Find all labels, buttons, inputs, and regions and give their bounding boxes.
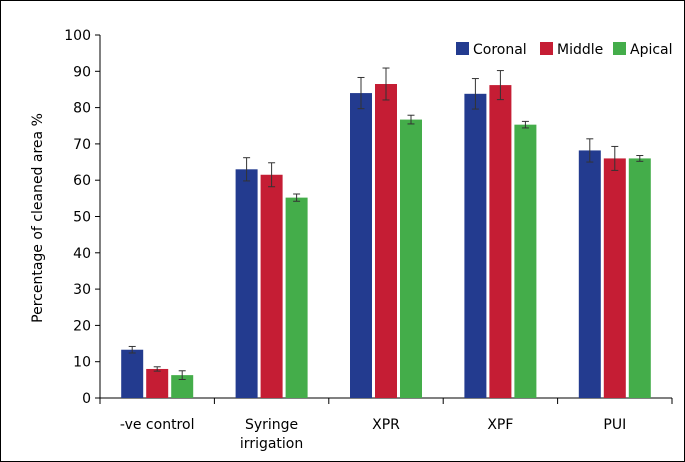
bar-apical — [514, 124, 537, 398]
y-tick-label: 40 — [73, 246, 91, 262]
bar-apical — [171, 375, 194, 398]
bar-middle — [146, 368, 169, 398]
bar-apical — [628, 158, 651, 398]
x-tick-label: XPF — [487, 417, 513, 433]
error-bar — [521, 120, 529, 129]
y-axis-title: Percentage of cleaned area % — [30, 113, 46, 323]
bar-apical — [285, 197, 308, 398]
y-tick-label: 70 — [73, 137, 91, 153]
x-tick-label: XPR — [372, 417, 400, 433]
bar-middle — [603, 158, 626, 398]
y-tick-label: 20 — [73, 318, 91, 334]
y-tick-label: 30 — [73, 282, 91, 298]
bar-middle — [489, 85, 512, 399]
bar-coronal — [235, 169, 258, 398]
bar-middle — [375, 84, 397, 398]
bars-group — [121, 67, 651, 399]
error-bar — [586, 138, 594, 163]
legend: Coronal Middle Apical — [456, 42, 673, 58]
error-bar — [471, 78, 479, 110]
error-bar — [382, 67, 390, 101]
y-tick-label: 50 — [73, 210, 91, 226]
legend-label-coronal: Coronal — [473, 42, 527, 58]
error-bar — [407, 114, 415, 125]
error-bar — [268, 162, 276, 188]
x-tick-label: PUI — [603, 417, 626, 433]
error-bar — [178, 370, 186, 380]
error-bar — [496, 70, 504, 101]
error-bar — [611, 145, 619, 171]
bar-coronal — [350, 93, 372, 398]
x-tick-label: -ve control — [120, 417, 195, 433]
y-tick-label: 100 — [64, 28, 91, 44]
error-bar — [153, 366, 161, 372]
y-tick-label: 0 — [82, 391, 91, 407]
bar-apical — [400, 119, 422, 398]
legend-swatch-coronal — [456, 42, 469, 55]
y-axis: 0 10 20 30 40 50 60 70 80 90 100 — [64, 28, 101, 407]
legend-label-apical: Apical — [630, 42, 673, 58]
y-tick-label: 10 — [73, 355, 91, 371]
y-tick-label: 90 — [73, 64, 91, 80]
x-axis: -ve control Syringe irrigation XPR XPF PUI — [99, 397, 673, 452]
error-bar — [636, 155, 644, 162]
y-tick-label: 80 — [73, 101, 91, 117]
error-bar — [128, 345, 136, 354]
bar-coronal — [578, 150, 601, 398]
y-tick-label: 60 — [73, 173, 91, 189]
error-bar — [293, 193, 301, 202]
x-tick-label: Syringe — [245, 417, 298, 433]
error-bar — [357, 76, 365, 110]
x-tick-label: irrigation — [240, 436, 303, 452]
bar-middle — [260, 174, 283, 398]
bar-coronal — [121, 349, 144, 398]
legend-swatch-middle — [540, 42, 553, 55]
legend-label-middle: Middle — [557, 42, 603, 58]
error-bar — [243, 157, 251, 182]
bar-coronal — [464, 93, 487, 398]
legend-swatch-apical — [613, 42, 626, 55]
